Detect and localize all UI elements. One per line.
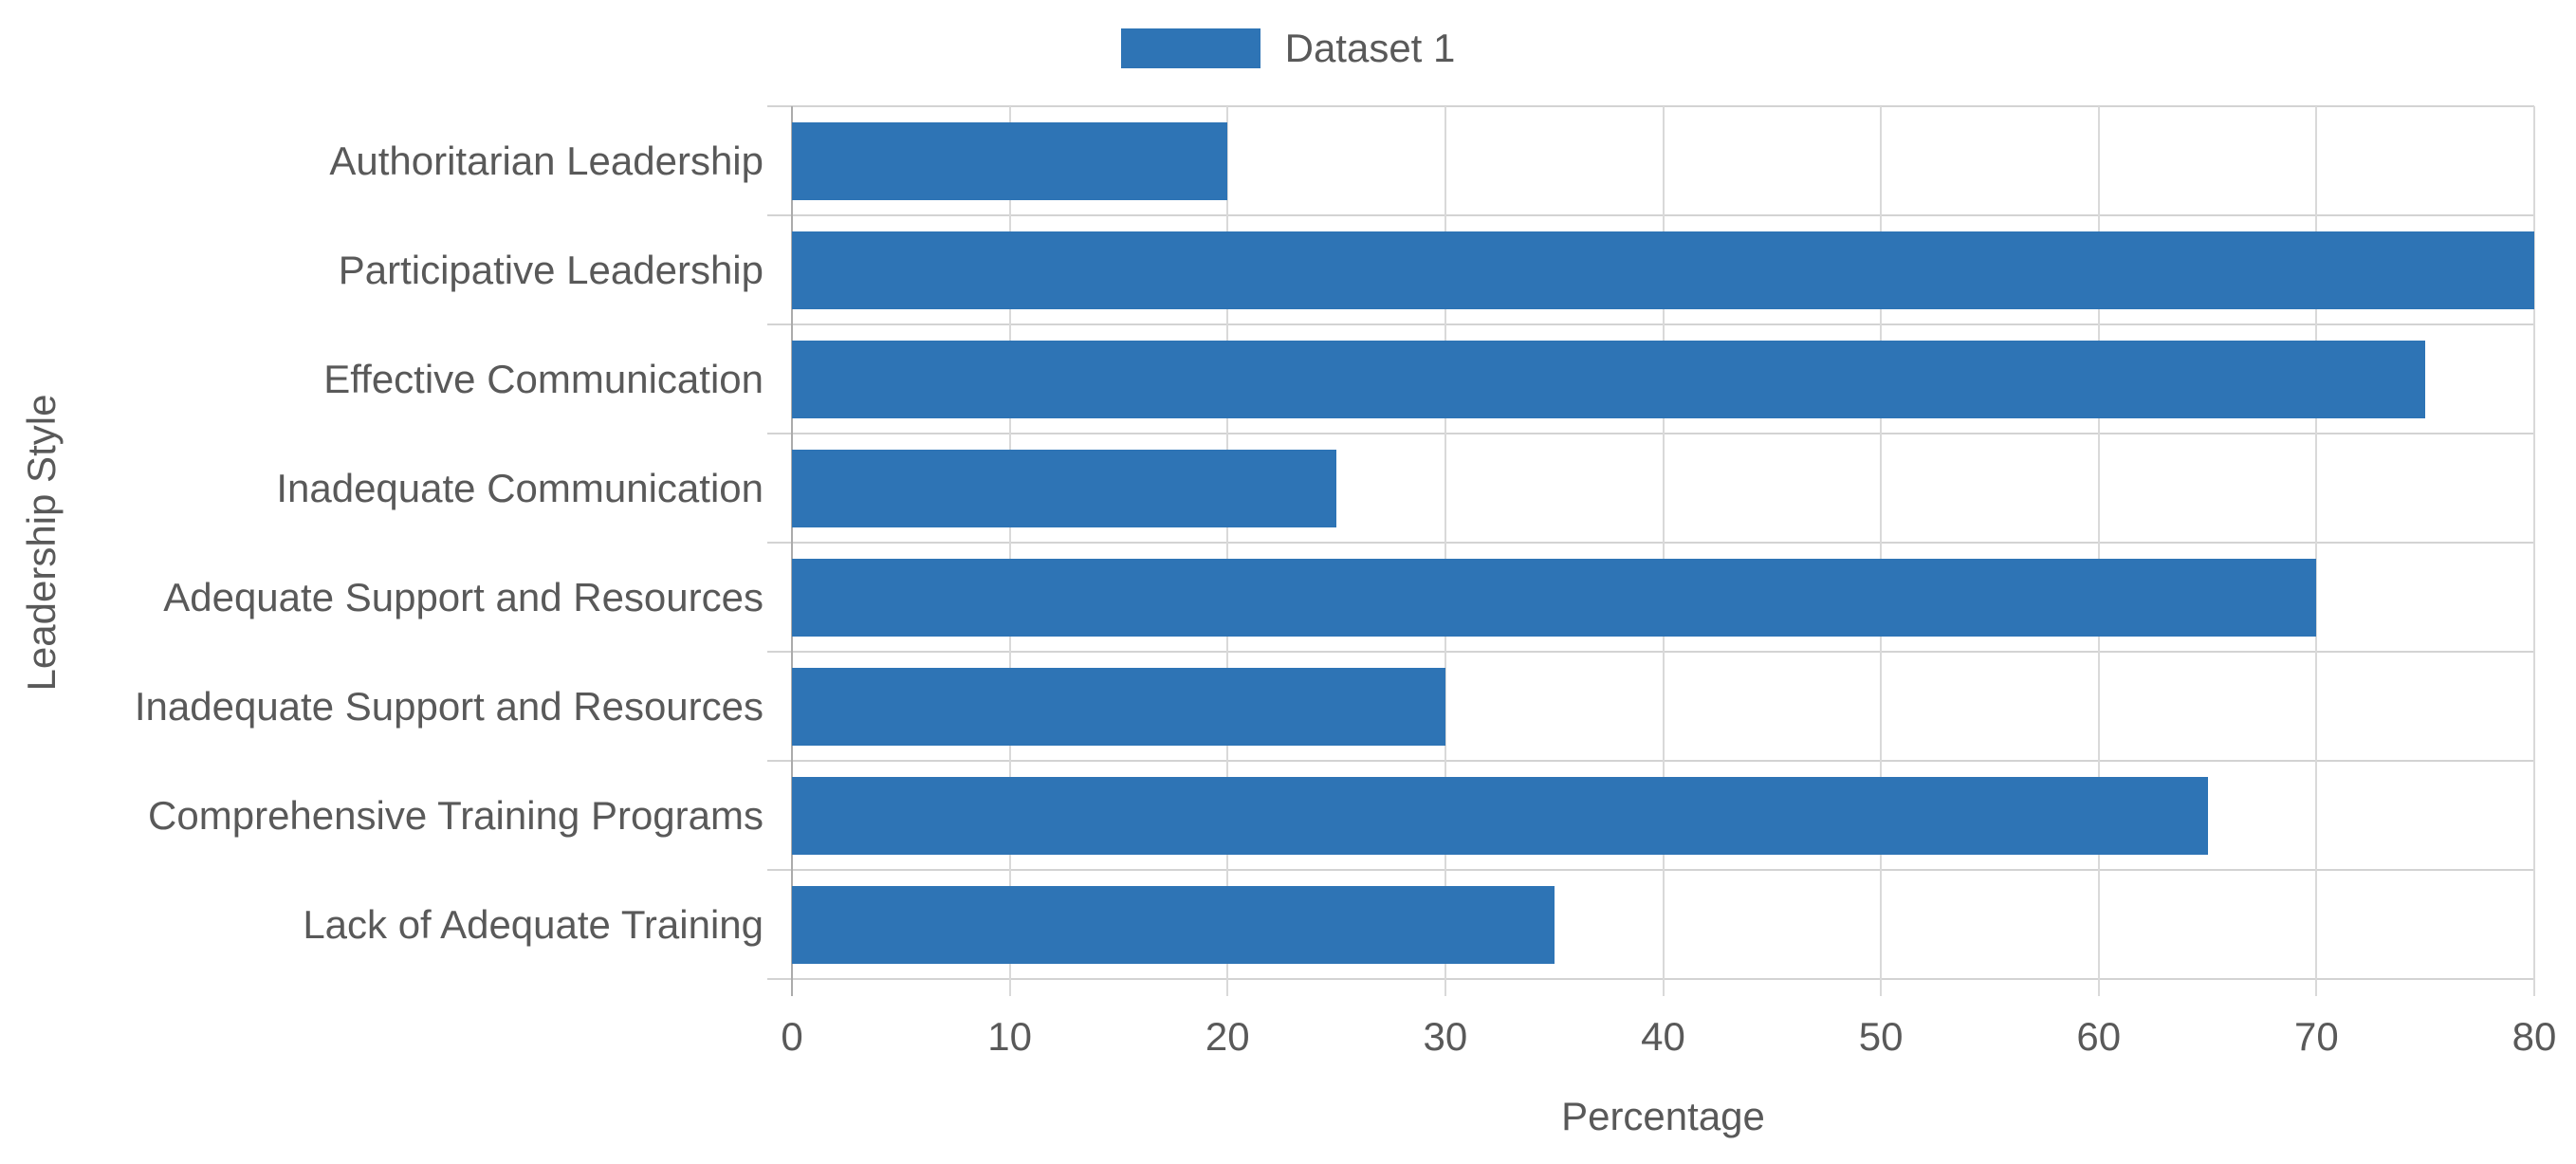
category-label: Lack of Adequate Training [303,901,764,947]
y-gridline [767,651,2534,653]
category-label: Participative Leadership [338,247,764,292]
legend-label: Dataset 1 [1284,26,1456,70]
x-tick-label: 70 [2294,1014,2339,1059]
x-tick-label: 50 [1858,1014,1904,1059]
x-gridline [2097,106,2100,996]
x-gridline [2533,106,2535,996]
bar-authoritarian-leadership [792,121,1228,200]
y-gridline [767,869,2534,871]
y-gridline [767,323,2534,325]
x-gridline [1226,106,1229,996]
bar-participative-leadership [792,231,2534,309]
category-label: Authoritarian Leadership [329,138,764,183]
x-gridline [2315,106,2318,996]
legend-item-dataset-1[interactable]: Dataset 1 [1120,26,1456,70]
x-tick-label: 80 [2512,1014,2557,1059]
x-gridline [1444,106,1446,996]
x-tick-label: 0 [781,1014,803,1059]
x-tick-label: 10 [987,1014,1032,1059]
bar-inadequate-communication [792,449,1337,527]
x-gridline [1880,106,1883,996]
x-tick-label: 40 [1641,1014,1685,1059]
x-gridline [1662,106,1665,996]
x-tick-label: 60 [2076,1014,2122,1059]
bar-adequate-support-and-resources [792,558,2317,637]
y-gridline [767,978,2534,980]
plot-area [767,105,2535,996]
category-label: Inadequate Communication [276,465,764,510]
category-label: Comprehensive Training Programs [148,792,764,838]
x-axis-title: Percentage [1561,1094,1765,1138]
bar-effective-communication [792,340,2426,418]
bar-comprehensive-training-programs [792,776,2208,855]
legend: Dataset 1 [0,28,2576,68]
y-gridline [767,105,2534,107]
x-tick-label: 20 [1205,1014,1250,1059]
y-gridline [767,433,2534,434]
y-gridline [767,214,2534,216]
y-gridline [767,760,2534,762]
y-axis-category-labels: Authoritarian Leadership Participative Le… [0,106,764,979]
bar-lack-of-adequate-training [792,885,1555,964]
category-label: Adequate Support and Resources [163,574,764,619]
category-label: Effective Communication [323,356,764,401]
legend-color-swatch [1120,28,1260,68]
category-label: Inadequate Support and Resources [134,683,764,729]
y-gridline [767,542,2534,544]
x-tick-label: 30 [1423,1014,1468,1059]
x-axis-zero-line [791,106,793,996]
bar-inadequate-support-and-resources [792,667,1445,746]
x-gridline [1008,106,1011,996]
